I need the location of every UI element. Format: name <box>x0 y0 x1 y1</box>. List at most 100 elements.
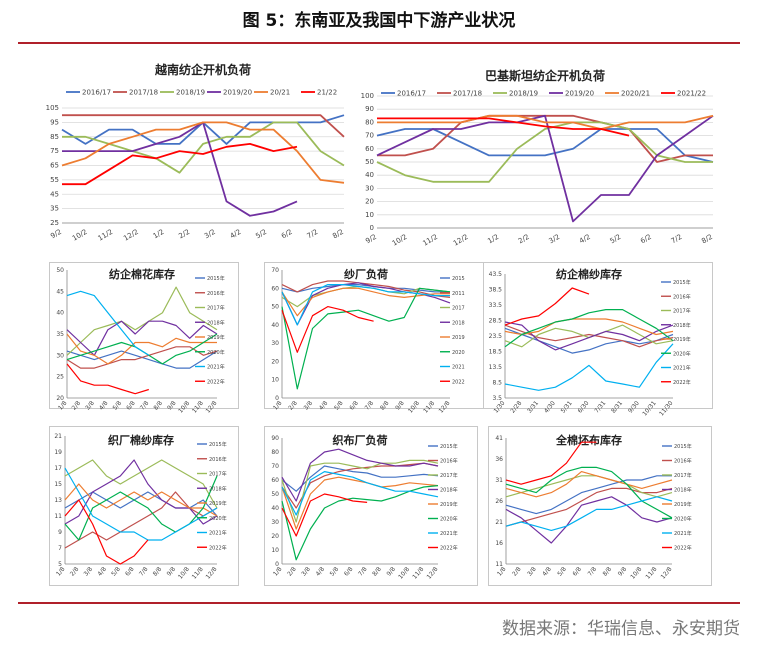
y-tick-label: 43.5 <box>489 271 503 278</box>
series-line-2018 <box>504 321 674 351</box>
x-tick-label: 10/8 <box>177 566 191 581</box>
legend-label: 2018年 <box>209 485 227 492</box>
legend-label: 2019年 <box>209 500 227 507</box>
x-tick-label: 6/8 <box>348 400 360 412</box>
y-tick-label: 100 <box>361 92 374 100</box>
x-tick-label: 7/8 <box>587 566 599 578</box>
series-line-2020-21 <box>377 114 714 130</box>
series-line-2020 <box>281 485 439 561</box>
series-line-2020 <box>66 333 218 365</box>
legend-item: 2019年 <box>428 501 458 508</box>
chart-title: 越南纺企开机负荷 <box>154 62 251 77</box>
legend-label: 2018年 <box>673 322 691 329</box>
legend-item: 2018年 <box>428 487 458 494</box>
legend-item: 2017年 <box>428 472 458 479</box>
y-tick-label: 5 <box>58 561 62 568</box>
bottom-divider <box>18 602 740 604</box>
legend-label: 2020年 <box>674 516 692 523</box>
legend-item: 2019 <box>440 335 465 341</box>
series-line-20-21 <box>61 121 345 184</box>
x-tick-label: 6/8 <box>125 400 137 412</box>
legend-item: 2019/20 <box>207 89 252 97</box>
legend-item: 2015年 <box>195 275 225 282</box>
y-tick-label: 70 <box>365 132 374 140</box>
chart-vietnam-mill-load: 越南纺企开机负荷 25 35 45 55 65 75 85 95 105 9/2 10/2 11/2 12… <box>46 62 345 243</box>
y-tick-label: 33.5 <box>489 302 503 309</box>
x-tick-label: 5/8 <box>329 566 341 578</box>
y-tick-label: 16 <box>495 540 503 547</box>
x-tick-label: 10/2 <box>391 233 409 248</box>
series-line-2017 <box>66 286 218 356</box>
series-line-2019 <box>281 476 439 530</box>
x-tick-label: 5/8 <box>112 400 124 412</box>
x-tick-label: 4/2 <box>229 228 243 241</box>
y-tick-label: 55 <box>50 176 59 184</box>
legend-label: 2016年 <box>207 290 225 297</box>
y-tick-label: 25 <box>56 374 64 381</box>
x-tick-label: 4/8 <box>318 400 330 412</box>
x-tick-label: 4/8 <box>96 566 108 578</box>
legend-label: 21/22 <box>317 89 337 97</box>
y-tick-label: 15 <box>54 481 62 488</box>
x-tick-label: 4/8 <box>315 566 327 578</box>
x-tick-label: 7/8 <box>364 400 376 412</box>
x-tick-label: 1/8 <box>496 566 508 578</box>
x-tick-label: 9/8 <box>394 400 406 412</box>
chart-mill-yarn-inventory: 纺企棉纱库存 3.5 8.5 13.5 18.5 23.5 28.5 33.5 38.5 43.5… <box>489 267 691 418</box>
x-tick-label: 12/8 <box>426 566 440 581</box>
legend-item: 2022 <box>440 379 465 385</box>
x-tick-label: 7/2 <box>306 228 320 241</box>
x-tick-label: 3/8 <box>83 566 95 578</box>
y-tick-label: 40 <box>271 505 279 512</box>
x-tick-label: 7/2 <box>670 233 684 246</box>
x-tick-label: 6/8 <box>571 566 583 578</box>
y-tick-label: 20 <box>56 395 64 402</box>
x-tick-label: 2/8 <box>287 400 299 412</box>
legend-item: 2020年 <box>661 350 691 357</box>
legend-label: 2019年 <box>440 501 458 508</box>
series-line-2022 <box>281 306 374 353</box>
series-line-2021 <box>504 343 674 391</box>
legend-item: 2018年 <box>197 485 227 492</box>
y-tick-label: 13.5 <box>489 364 503 371</box>
chart-title: 织布厂负荷 <box>333 433 388 447</box>
legend-item: 2017年 <box>661 308 691 315</box>
series-line-2018 <box>281 448 439 502</box>
legend-item: 2016/17 <box>66 89 111 97</box>
x-tick-label: 9/8 <box>166 566 178 578</box>
x-tick-label: 5/8 <box>110 566 122 578</box>
chart-yarn-mill-load: 纱厂负荷 0 10 20 30 40 50 60 70 1/8 2/8 3/8 4/8 5/8 6/8 7/8… <box>271 267 465 415</box>
legend-item: 2017 <box>440 306 465 312</box>
legend-label: 2021年 <box>673 365 691 372</box>
legend-item: 2011 <box>440 291 465 297</box>
y-tick-label: 70 <box>271 463 279 470</box>
legend-item: 2017/18 <box>437 90 482 98</box>
legend-item: 2020年 <box>428 516 458 523</box>
x-tick-label: 11/8 <box>411 566 425 581</box>
x-tick-label: 5/2 <box>609 233 623 246</box>
y-tick-label: 80 <box>365 118 374 126</box>
y-tick-label: 85 <box>50 133 59 141</box>
legend-label: 2019年 <box>207 334 225 341</box>
series-line-21-22 <box>62 143 298 186</box>
legend-item: 2021年 <box>197 530 227 537</box>
legend-label: 2022 <box>452 379 465 385</box>
legend-label: 2011 <box>452 291 465 297</box>
chart-weaving-mill-load: 织布厂负荷 0 10 20 30 40 50 60 70 80 90 1/8 2/8 3/8 4/8 5/8 6… <box>271 433 458 581</box>
legend-item: 2021年 <box>428 530 458 537</box>
x-tick-label: 3/2 <box>203 228 217 241</box>
x-tick-label: 8/8 <box>152 566 164 578</box>
x-tick-label: 3/8 <box>84 400 96 412</box>
chart-grey-fabric-inventory: 全棉坯布库存 11 16 21 26 31 36 41 1/8 2/8 3/8 4/8 5/8 6/8 7/… <box>495 433 692 581</box>
y-tick-label: 20 <box>365 198 374 206</box>
x-tick-label: 12/8 <box>660 566 674 581</box>
y-tick-label: 13 <box>54 497 62 504</box>
y-tick-label: 17 <box>54 465 62 472</box>
x-tick-label: 6/8 <box>124 566 136 578</box>
legend-label: 2017/18 <box>453 90 482 98</box>
y-tick-label: 10 <box>271 377 279 384</box>
legend-label: 2020/21 <box>621 90 650 98</box>
y-tick-label: 21 <box>495 519 503 526</box>
x-tick-label: 11/8 <box>644 566 658 581</box>
chart-weaver-yarn-inventory: 织厂棉纱库存 5 7 9 11 13 15 17 19 21 1/8 2/8 3/8 4/8 5/8 6/8 7… <box>54 433 227 581</box>
